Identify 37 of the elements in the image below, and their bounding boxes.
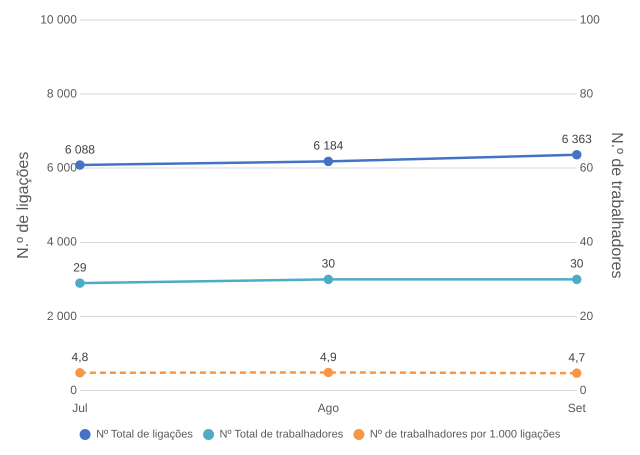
legend-label: Nº de trabalhadores por 1.000 ligações xyxy=(370,428,561,441)
y-tick-label: 4 000 xyxy=(46,234,78,249)
y2-tick-label: 40 xyxy=(580,234,594,249)
data-label: 6 088 xyxy=(64,142,96,156)
y-axis-title: N.º de ligações xyxy=(15,152,32,259)
y2-tick-label: 20 xyxy=(580,308,594,323)
data-label: 4,8 xyxy=(72,350,89,364)
point xyxy=(324,274,334,284)
point xyxy=(75,278,85,288)
y-tick-label: 2 000 xyxy=(46,308,78,323)
data-label: 29 xyxy=(73,260,87,274)
data-label: 6 363 xyxy=(562,132,592,146)
legend-label: Nº Total de ligações xyxy=(96,428,194,441)
y-tick-label: 6 000 xyxy=(46,160,78,175)
y-tick-label: 10 000 xyxy=(40,12,78,26)
point xyxy=(572,150,582,160)
y-tick-label: 8 000 xyxy=(46,86,78,100)
data-label: 4,9 xyxy=(320,350,338,364)
y2-tick-label: 60 xyxy=(580,160,594,175)
point xyxy=(324,368,334,378)
data-label: 4,7 xyxy=(568,350,586,364)
y2-axis-title: N.º de trabalhadores xyxy=(608,132,625,278)
point xyxy=(572,274,582,284)
x-tick-label: Ago xyxy=(318,401,340,416)
data-label: 30 xyxy=(322,256,336,271)
y-tick-label: 0 xyxy=(70,382,78,397)
legend-label: Nº Total de trabalhadores xyxy=(220,428,344,441)
x-tick-label: Jul xyxy=(72,401,88,416)
data-label: 6 184 xyxy=(313,138,344,153)
data-label: 30 xyxy=(570,256,584,271)
point xyxy=(75,368,85,378)
y2-tick-label: 80 xyxy=(580,86,594,100)
point xyxy=(324,156,334,166)
y2-tick-label: 100 xyxy=(580,12,600,26)
point xyxy=(572,368,582,378)
y2-tick-label: 0 xyxy=(580,382,587,397)
x-tick-label: Set xyxy=(568,401,586,416)
